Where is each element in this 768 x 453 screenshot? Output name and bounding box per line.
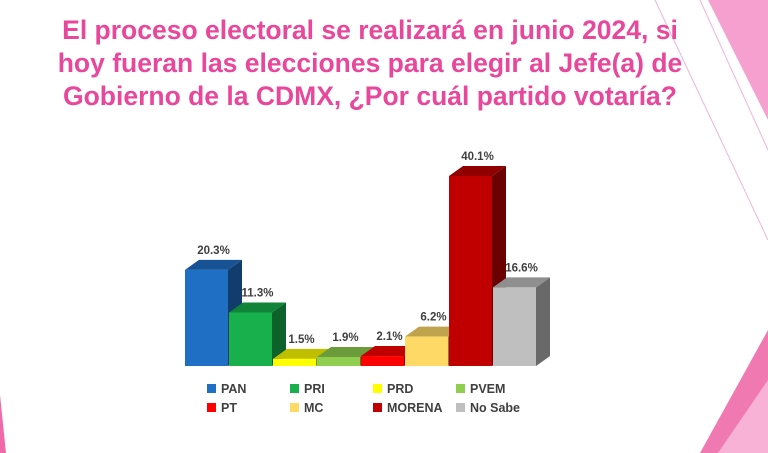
legend-label: PT: [221, 401, 237, 415]
legend-item-mc: MC: [290, 401, 323, 415]
legend-swatch: [290, 403, 299, 412]
bar-group: [185, 166, 550, 366]
legend-swatch: [290, 384, 299, 393]
bar-side: [272, 302, 286, 366]
title-line: El proceso electoral se realizará en jun…: [62, 15, 678, 45]
bar-top: [493, 277, 550, 288]
bar-front: [185, 269, 228, 366]
legend-label: No Sabe: [470, 401, 520, 415]
bar-top: [449, 166, 506, 176]
legend-item-pan: PAN: [207, 382, 246, 396]
decor-line: [654, 0, 768, 241]
bar-top: [185, 259, 242, 270]
bar-pri: [229, 302, 286, 366]
legend-label: PRD: [387, 382, 413, 396]
bar-front: [229, 312, 272, 366]
legend-label: PAN: [221, 382, 246, 396]
legend-swatch: [456, 403, 465, 412]
legend-label: MORENA: [387, 401, 443, 415]
legend-item-pt: PT: [207, 401, 237, 415]
legend-item-prd: PRD: [373, 382, 413, 396]
legend-swatch: [373, 403, 382, 412]
title-line: hoy fueran las elecciones para elegir al…: [57, 48, 683, 78]
data-label-pt: 2.1%: [376, 331, 402, 343]
data-label-no-sabe: 16.6%: [505, 262, 538, 274]
bar-no-sabe: [493, 277, 550, 366]
bar-front: [273, 358, 316, 366]
data-label-mc: 6.2%: [420, 312, 446, 324]
data-label-pvem: 1.9%: [332, 332, 358, 344]
bar-front: [361, 356, 404, 366]
data-label-pan: 20.3%: [197, 245, 230, 257]
title-line: Gobierno de la CDMX, ¿Por cuál partido v…: [62, 81, 677, 111]
decor-line: [699, 0, 768, 151]
bar-front: [405, 336, 448, 366]
legend-swatch: [373, 384, 382, 393]
data-label-prd: 1.5%: [288, 334, 314, 346]
bar-side: [536, 277, 550, 366]
slide-title: El proceso electoral se realizará en jun…: [0, 14, 740, 113]
bar-top: [405, 326, 462, 337]
bar-top: [361, 346, 418, 357]
legend-label: PVEM: [470, 382, 505, 396]
pink-left-edge: [0, 395, 6, 453]
legend-swatch: [207, 403, 216, 412]
chart-legend: PAN PRI PRD PVEM PT MC MORENA No Sabe: [207, 382, 520, 415]
legend-item-pri: PRI: [290, 382, 325, 396]
pink-corner-shape-mid: [718, 380, 768, 453]
bar-front: [317, 356, 360, 366]
bar-top: [317, 346, 374, 357]
bar-front: [493, 287, 536, 366]
legend-swatch: [456, 384, 465, 393]
legend-label: MC: [304, 401, 323, 415]
data-label-morena: 40.1%: [461, 151, 494, 163]
legend-item-no-sabe: No Sabe: [456, 401, 520, 415]
legend-label: PRI: [304, 382, 325, 396]
bar-front: [449, 176, 492, 366]
legend-item-pvem: PVEM: [456, 382, 505, 396]
bar-top: [273, 348, 330, 359]
bar-top: [229, 302, 286, 313]
legend-item-morena: MORENA: [373, 401, 443, 415]
pink-corner-shape-top: [708, 0, 768, 120]
legend-swatch: [207, 384, 216, 393]
data-label-pri: 11.3%: [242, 287, 274, 299]
